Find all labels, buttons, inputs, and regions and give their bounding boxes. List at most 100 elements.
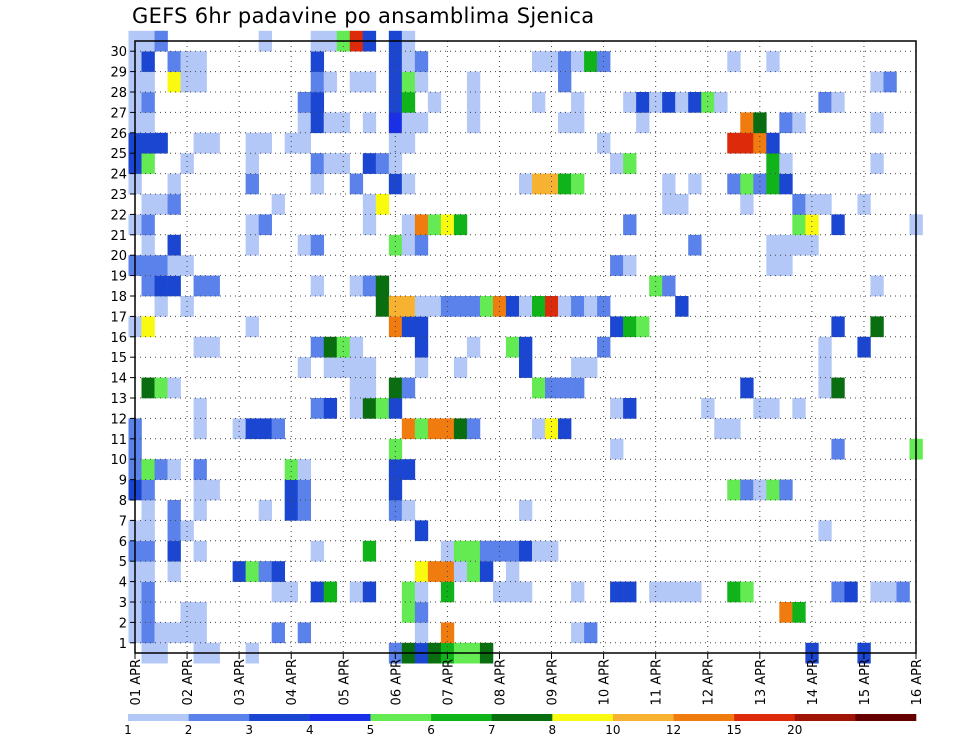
heatmap-cell — [584, 357, 598, 378]
heatmap-cell — [141, 194, 155, 215]
heatmap-cell — [453, 357, 468, 378]
heatmap-cell — [141, 275, 155, 297]
heatmap-cell — [362, 71, 377, 93]
heatmap-cell — [401, 234, 416, 256]
heatmap-cell — [831, 377, 845, 399]
heatmap-cell — [636, 316, 650, 338]
heatmap-cell — [558, 71, 572, 93]
heatmap-cell — [141, 479, 155, 501]
x-tick-label: 04 APR — [285, 659, 300, 705]
heatmap-cell — [883, 71, 897, 93]
x-tick-label: 12 APR — [702, 659, 717, 705]
heatmap-cell — [388, 398, 403, 419]
heatmap-cell — [297, 622, 312, 644]
heatmap-cell — [245, 316, 259, 338]
y-tick-label: 24 — [110, 168, 127, 183]
heatmap-cell — [154, 622, 168, 644]
heatmap-cell — [388, 173, 403, 195]
heatmap-cell — [375, 398, 390, 419]
heatmap-cell — [193, 540, 207, 562]
heatmap-cell — [571, 51, 585, 72]
y-tick-label: 21 — [110, 229, 127, 244]
heatmap-cell — [701, 398, 715, 419]
heatmap-cell — [206, 132, 220, 154]
heatmap-cell — [870, 112, 884, 134]
heatmap-cell — [167, 194, 181, 215]
colorbar-label: 1 — [124, 723, 132, 737]
heatmap-cell — [896, 581, 910, 603]
heatmap-cell — [310, 398, 325, 419]
heatmap-cell — [180, 153, 194, 174]
heatmap-cell — [349, 173, 364, 195]
heatmap-cell — [401, 112, 416, 134]
x-tick-label: 05 APR — [337, 659, 352, 705]
heatmap-cell — [466, 296, 481, 317]
colorbar-label: 5 — [367, 723, 375, 737]
heatmap-cell — [740, 112, 754, 134]
x-tick-label: 13 APR — [754, 659, 769, 705]
heatmap-cell — [141, 92, 155, 113]
heatmap-cell — [414, 520, 429, 542]
heatmap-cell — [284, 132, 299, 154]
heatmap-cell — [401, 459, 416, 480]
heatmap-cell — [323, 357, 338, 378]
heatmap-cell — [167, 500, 181, 521]
heatmap-cell — [636, 112, 650, 134]
heatmap-cell — [297, 459, 312, 480]
heatmap-cell — [610, 398, 624, 419]
heatmap-cell — [831, 214, 845, 236]
heatmap-cell — [597, 132, 611, 154]
heatmap-cell — [362, 112, 377, 134]
heatmap-cell — [532, 296, 546, 317]
heatmap-cell — [284, 500, 299, 521]
heatmap-cell — [362, 581, 377, 603]
heatmap-cell — [740, 194, 754, 215]
heatmap-cell — [297, 479, 312, 501]
heatmap-cell — [141, 561, 155, 582]
y-tick-label: 29 — [110, 66, 127, 81]
heatmap-cell — [297, 132, 312, 154]
heatmap-cell — [649, 92, 663, 113]
heatmap-cell — [571, 377, 585, 399]
colorbar-swatch — [855, 714, 917, 721]
y-tick-label: 5 — [119, 555, 127, 570]
heatmap-cell — [414, 234, 429, 256]
heatmap-cell — [532, 418, 546, 440]
heatmap-cell — [414, 71, 429, 93]
heatmap-cell — [623, 255, 637, 276]
y-tick-label: 17 — [110, 310, 127, 325]
heatmap-cell — [584, 622, 598, 644]
heatmap-cell — [167, 540, 181, 562]
heatmap-cell — [310, 112, 325, 134]
heatmap-cell — [453, 418, 468, 440]
heatmap-cell — [284, 479, 299, 501]
heatmap-cell — [792, 194, 806, 215]
heatmap-cell — [779, 479, 793, 501]
heatmap-cell — [727, 479, 741, 501]
heatmap-cell — [727, 173, 741, 195]
x-tick-label: 10 APR — [598, 659, 613, 705]
heatmap-cell — [792, 234, 806, 256]
colorbar-swatch — [309, 714, 371, 721]
x-tick-label: 02 APR — [181, 659, 196, 705]
heatmap-cell — [675, 296, 689, 317]
heatmap-cell — [167, 173, 181, 195]
heatmap-cell — [610, 438, 624, 460]
heatmap-cell — [727, 418, 741, 440]
heatmap-cell — [870, 581, 884, 603]
heatmap-cell — [388, 377, 403, 399]
heatmap-cell — [154, 194, 168, 215]
heatmap-cell — [310, 234, 325, 256]
heatmap-cell — [792, 112, 806, 134]
heatmap-cell — [167, 71, 181, 93]
x-tick-label: 15 APR — [858, 659, 873, 705]
heatmap-cell — [193, 71, 207, 93]
heatmap-cell — [141, 602, 155, 623]
heatmap-cell — [532, 377, 546, 399]
heatmap-cell — [401, 500, 416, 521]
heatmap-cell — [466, 418, 481, 440]
heatmap-cell — [323, 398, 338, 419]
heatmap-cell — [245, 153, 259, 174]
heatmap-cell — [505, 581, 520, 603]
heatmap-cell — [766, 51, 780, 72]
